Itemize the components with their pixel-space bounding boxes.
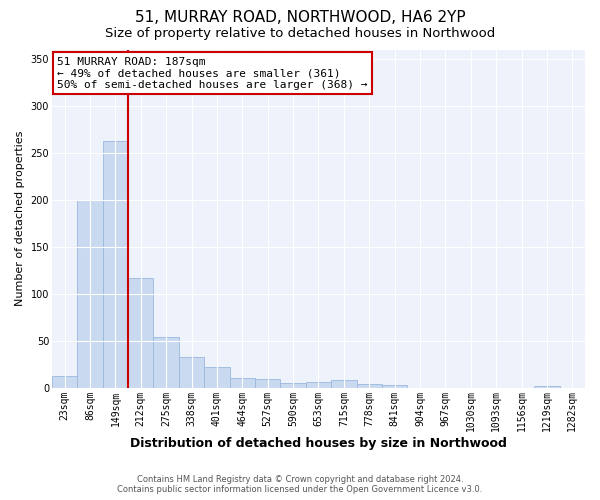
Bar: [230, 378, 255, 388]
Text: 51, MURRAY ROAD, NORTHWOOD, HA6 2YP: 51, MURRAY ROAD, NORTHWOOD, HA6 2YP: [134, 10, 466, 25]
Y-axis label: Number of detached properties: Number of detached properties: [15, 131, 25, 306]
Bar: [154, 337, 179, 388]
Bar: [280, 383, 306, 388]
Bar: [382, 384, 407, 388]
Bar: [52, 376, 77, 388]
Bar: [255, 379, 280, 388]
Bar: [331, 380, 356, 388]
Bar: [306, 382, 331, 388]
X-axis label: Distribution of detached houses by size in Northwood: Distribution of detached houses by size …: [130, 437, 507, 450]
Bar: [534, 386, 560, 388]
Text: Size of property relative to detached houses in Northwood: Size of property relative to detached ho…: [105, 28, 495, 40]
Bar: [356, 384, 382, 388]
Text: Contains HM Land Registry data © Crown copyright and database right 2024.
Contai: Contains HM Land Registry data © Crown c…: [118, 474, 482, 494]
Text: 51 MURRAY ROAD: 187sqm
← 49% of detached houses are smaller (361)
50% of semi-de: 51 MURRAY ROAD: 187sqm ← 49% of detached…: [57, 57, 368, 90]
Bar: [128, 278, 154, 388]
Bar: [77, 200, 103, 388]
Bar: [103, 141, 128, 388]
Bar: [179, 356, 204, 388]
Bar: [204, 367, 230, 388]
